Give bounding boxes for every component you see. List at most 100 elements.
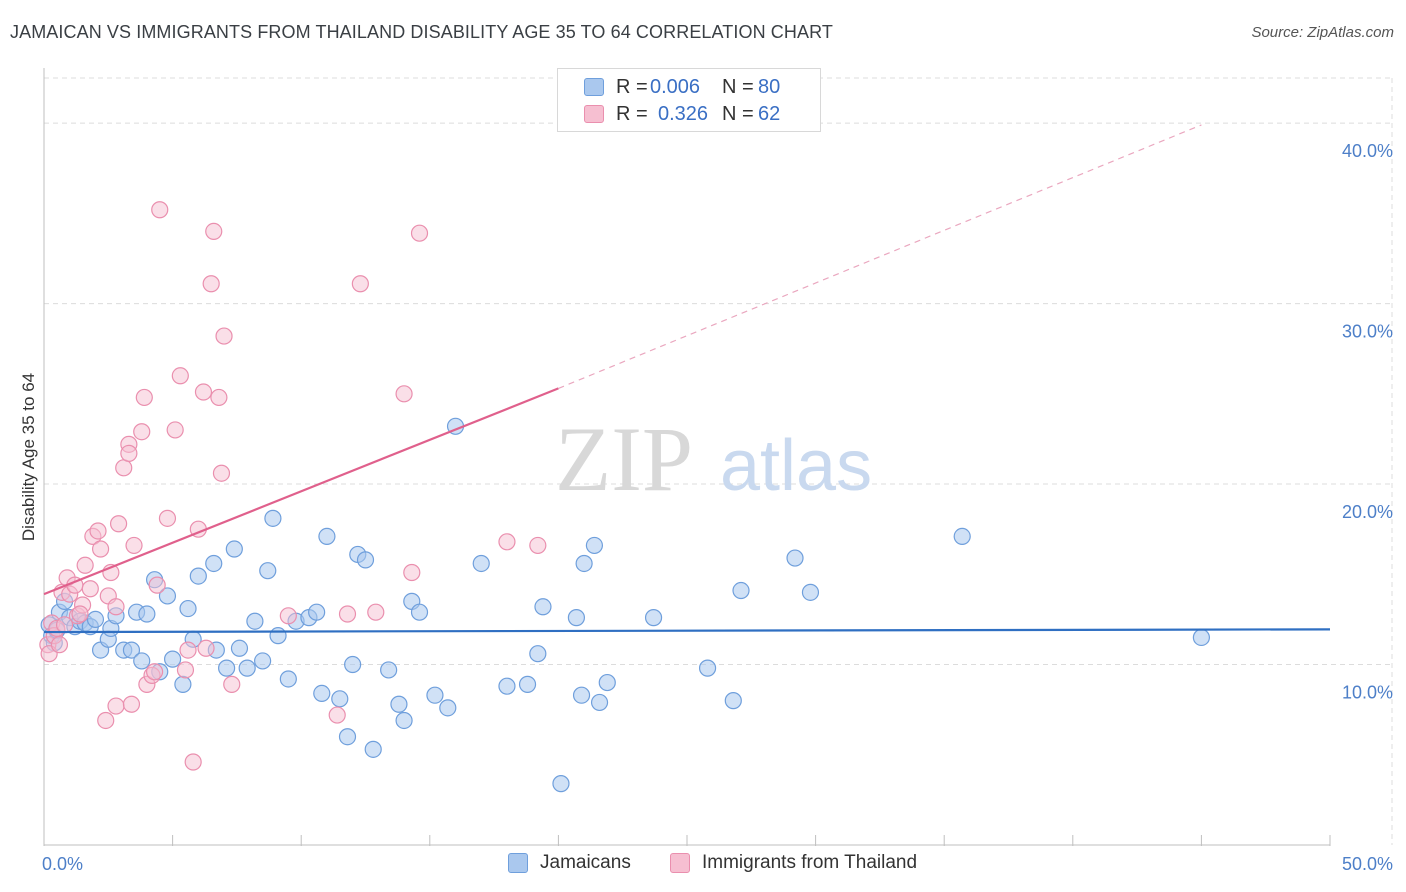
- thailand-point: [107, 598, 125, 616]
- grid-layer: [44, 77, 1393, 845]
- thailand-point: [76, 556, 94, 574]
- jamaicans-point: [395, 711, 413, 730]
- thailand-point: [210, 388, 228, 407]
- pink-swatch: [670, 853, 690, 873]
- legend-item-thailand[interactable]: Immigrants from Thailand: [670, 852, 917, 874]
- jamaicans-point: [218, 659, 236, 677]
- thailand-point: [176, 661, 195, 679]
- jamaicans-point: [364, 740, 382, 758]
- jamaicans-point: [254, 652, 272, 670]
- jamaicans-point: [567, 609, 586, 627]
- thailand-point: [498, 533, 516, 551]
- thailand-point: [151, 201, 169, 219]
- jamaicans-point: [269, 627, 287, 645]
- jamaicans-point: [122, 641, 141, 659]
- jamaicans-point: [534, 598, 552, 616]
- stats-legend: R = 0.006 N = 80 R = 0.326 N = 62: [557, 68, 821, 132]
- thailand-point: [97, 711, 115, 730]
- r-value: 0.326: [658, 102, 709, 125]
- jamaicans-point: [279, 670, 297, 688]
- thailand-point: [215, 327, 233, 345]
- thailand-point: [351, 275, 369, 293]
- jamaicans-point: [585, 536, 604, 555]
- thailand-point: [71, 605, 89, 623]
- thailand-point: [194, 383, 213, 401]
- legend-item-jamaicans[interactable]: Jamaicans: [508, 852, 631, 874]
- jamaicans-point: [205, 554, 223, 573]
- jamaicans-points: [40, 417, 1211, 793]
- thailand-point: [89, 522, 107, 540]
- jamaicans-point: [644, 609, 663, 627]
- source-label: Source: ZipAtlas.com: [1251, 24, 1394, 41]
- jamaicans-point: [786, 549, 804, 567]
- chart-title: JAMAICAN VS IMMIGRANTS FROM THAILAND DIS…: [10, 22, 833, 42]
- jamaicans-point: [518, 675, 537, 693]
- blue-swatch: [584, 78, 604, 96]
- thailand-point: [171, 367, 189, 385]
- thailand-point: [158, 509, 177, 527]
- jamaicans-point: [732, 581, 750, 600]
- r-value: 0.006: [650, 75, 701, 98]
- stats-row-thailand: R = 0.326 N = 62: [584, 101, 830, 127]
- jamaicans-trend-line: [43, 628, 1331, 634]
- thailand-point: [148, 576, 166, 594]
- x-tick-label: 50.0%: [1342, 854, 1393, 874]
- jamaicans-point: [552, 775, 570, 793]
- jamaicans-point: [356, 551, 375, 569]
- jamaicans-point: [164, 650, 182, 668]
- thailand-point: [403, 563, 421, 582]
- jamaicans-point: [572, 686, 591, 704]
- thailand-point: [166, 421, 184, 439]
- n-value: 62: [758, 102, 781, 125]
- jamaicans-point: [344, 655, 362, 674]
- jamaicans-point: [313, 684, 331, 703]
- jamaicans-point: [138, 605, 156, 623]
- stats-row-jamaicans: R = 0.006 N = 80: [584, 74, 830, 100]
- jamaicans-point: [264, 509, 282, 527]
- thailand-point: [338, 605, 357, 623]
- thailand-point: [133, 423, 151, 441]
- thailand-point: [328, 706, 346, 724]
- jamaicans-point: [529, 645, 547, 663]
- jamaicans-point: [174, 675, 192, 693]
- jamaicans-point: [238, 659, 256, 677]
- thailand-point: [179, 641, 197, 659]
- jamaicans-point: [308, 603, 326, 621]
- jamaicans-point: [380, 661, 398, 679]
- jamaicans-point: [953, 527, 971, 545]
- jamaicans-point: [426, 686, 444, 704]
- legend-label: Jamaicans: [540, 852, 631, 873]
- thailand-point: [120, 444, 138, 462]
- jamaicans-point: [598, 673, 616, 692]
- jamaicans-point: [390, 695, 408, 713]
- jamaicans-point: [86, 610, 105, 629]
- jamaicans-point: [225, 540, 243, 558]
- jamaicans-point: [498, 677, 516, 695]
- thailand-point: [81, 580, 99, 598]
- jamaicans-point: [472, 554, 490, 573]
- r-label: R =: [616, 75, 648, 98]
- thailand-point: [122, 695, 141, 713]
- n-label: N =: [722, 102, 754, 125]
- jamaicans-point: [230, 639, 249, 657]
- series-legend: Jamaicans Immigrants from Thailand: [0, 852, 1406, 878]
- jamaicans-point: [410, 603, 429, 621]
- y-tick-label: 40.0%: [1342, 141, 1393, 161]
- watermark-zip: ZIP: [555, 408, 693, 510]
- thailand-point: [410, 224, 429, 242]
- thailand-point: [529, 536, 547, 555]
- tick-layer: 10.0% 20.0% 30.0% 40.0% 0.0% 50.0%: [42, 141, 1393, 874]
- thailand-point: [184, 753, 202, 771]
- thailand-point: [205, 222, 223, 240]
- trend-layer: [43, 124, 1331, 634]
- thailand-trend-extension: [558, 124, 1202, 389]
- y-tick-label: 20.0%: [1342, 502, 1393, 522]
- r-label: R =: [616, 102, 648, 125]
- y-tick-label: 30.0%: [1342, 322, 1393, 342]
- x-tick-label: 0.0%: [42, 854, 83, 874]
- thailand-points: [39, 201, 547, 771]
- thailand-point: [395, 385, 413, 403]
- jamaicans-point: [246, 612, 264, 630]
- thailand-point: [212, 464, 231, 482]
- jamaicans-point: [724, 692, 742, 710]
